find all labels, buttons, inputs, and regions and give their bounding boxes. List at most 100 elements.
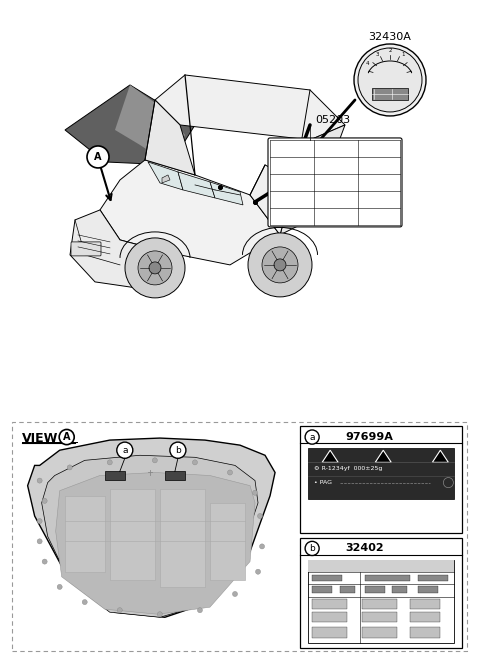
Circle shape bbox=[358, 48, 422, 112]
Circle shape bbox=[87, 146, 109, 168]
Bar bbox=[312, 575, 342, 581]
Text: A: A bbox=[63, 432, 71, 442]
Bar bbox=[312, 627, 347, 638]
Bar bbox=[362, 612, 397, 623]
Polygon shape bbox=[210, 503, 245, 580]
Circle shape bbox=[192, 460, 197, 465]
Bar bbox=[165, 472, 185, 480]
Bar bbox=[362, 599, 397, 609]
FancyBboxPatch shape bbox=[71, 242, 101, 256]
Text: 05203: 05203 bbox=[315, 115, 350, 125]
Circle shape bbox=[42, 559, 47, 564]
Bar bbox=[372, 88, 408, 100]
Polygon shape bbox=[375, 450, 391, 462]
Text: 97699A: 97699A bbox=[345, 432, 393, 442]
Polygon shape bbox=[250, 165, 295, 235]
Circle shape bbox=[138, 251, 172, 285]
Text: 1: 1 bbox=[401, 52, 405, 57]
Polygon shape bbox=[110, 489, 155, 580]
Bar bbox=[418, 575, 448, 581]
Bar bbox=[410, 599, 440, 609]
Circle shape bbox=[170, 442, 186, 459]
Text: VIEW: VIEW bbox=[22, 432, 58, 445]
Circle shape bbox=[157, 611, 162, 617]
Circle shape bbox=[258, 514, 263, 518]
Text: b: b bbox=[175, 445, 181, 455]
Circle shape bbox=[42, 499, 47, 503]
Polygon shape bbox=[65, 496, 105, 572]
Circle shape bbox=[274, 259, 286, 271]
Circle shape bbox=[305, 541, 319, 556]
Bar bbox=[418, 586, 438, 593]
Polygon shape bbox=[432, 450, 448, 462]
Text: • PAG: • PAG bbox=[314, 480, 332, 485]
Circle shape bbox=[252, 490, 258, 495]
Circle shape bbox=[260, 544, 264, 549]
Circle shape bbox=[37, 539, 42, 544]
Bar bbox=[362, 627, 397, 638]
Circle shape bbox=[305, 430, 319, 444]
Circle shape bbox=[262, 247, 298, 283]
Circle shape bbox=[117, 442, 133, 459]
Polygon shape bbox=[178, 172, 215, 198]
Polygon shape bbox=[322, 450, 338, 462]
Text: 2: 2 bbox=[388, 49, 392, 53]
Polygon shape bbox=[160, 489, 205, 587]
Circle shape bbox=[255, 569, 261, 574]
Bar bbox=[312, 599, 347, 609]
Polygon shape bbox=[115, 85, 185, 165]
Bar bbox=[308, 560, 455, 643]
Circle shape bbox=[117, 607, 122, 613]
Bar bbox=[410, 612, 440, 623]
Circle shape bbox=[37, 518, 42, 523]
Polygon shape bbox=[28, 438, 275, 617]
Bar bbox=[308, 448, 455, 499]
Circle shape bbox=[59, 430, 74, 445]
Text: 3: 3 bbox=[375, 52, 379, 57]
Circle shape bbox=[67, 465, 72, 470]
Circle shape bbox=[354, 44, 426, 116]
Bar bbox=[312, 586, 332, 593]
Circle shape bbox=[232, 592, 238, 596]
Text: 32402: 32402 bbox=[345, 543, 384, 554]
Bar bbox=[300, 539, 462, 647]
Circle shape bbox=[37, 478, 42, 483]
Bar bbox=[392, 586, 408, 593]
Bar bbox=[312, 612, 347, 623]
Bar bbox=[365, 586, 385, 593]
Polygon shape bbox=[210, 182, 243, 205]
Circle shape bbox=[248, 233, 312, 297]
Circle shape bbox=[57, 584, 62, 590]
Circle shape bbox=[152, 458, 157, 463]
Polygon shape bbox=[70, 210, 165, 290]
Polygon shape bbox=[155, 75, 345, 140]
Bar bbox=[365, 575, 410, 581]
Bar bbox=[22, 442, 78, 443]
Bar bbox=[410, 627, 440, 638]
Circle shape bbox=[82, 600, 87, 605]
Circle shape bbox=[228, 470, 232, 475]
Text: ⚙ R-1234yf  000±25g: ⚙ R-1234yf 000±25g bbox=[314, 466, 383, 471]
Bar bbox=[300, 426, 462, 533]
Polygon shape bbox=[42, 455, 258, 617]
Bar bbox=[105, 472, 125, 480]
Polygon shape bbox=[65, 85, 195, 165]
Text: 32430A: 32430A bbox=[369, 32, 411, 42]
Text: 4: 4 bbox=[366, 62, 369, 66]
Circle shape bbox=[125, 238, 185, 298]
Text: a: a bbox=[310, 432, 315, 441]
Polygon shape bbox=[162, 175, 170, 183]
Polygon shape bbox=[280, 125, 345, 235]
Bar bbox=[308, 560, 455, 572]
Polygon shape bbox=[56, 472, 255, 614]
Text: b: b bbox=[309, 544, 315, 553]
Circle shape bbox=[197, 607, 203, 613]
FancyBboxPatch shape bbox=[268, 138, 402, 227]
Text: A: A bbox=[94, 152, 102, 162]
Circle shape bbox=[149, 262, 161, 274]
Text: a: a bbox=[122, 445, 128, 455]
Polygon shape bbox=[100, 160, 280, 265]
Circle shape bbox=[107, 460, 112, 465]
Polygon shape bbox=[148, 162, 183, 190]
Polygon shape bbox=[145, 100, 195, 175]
